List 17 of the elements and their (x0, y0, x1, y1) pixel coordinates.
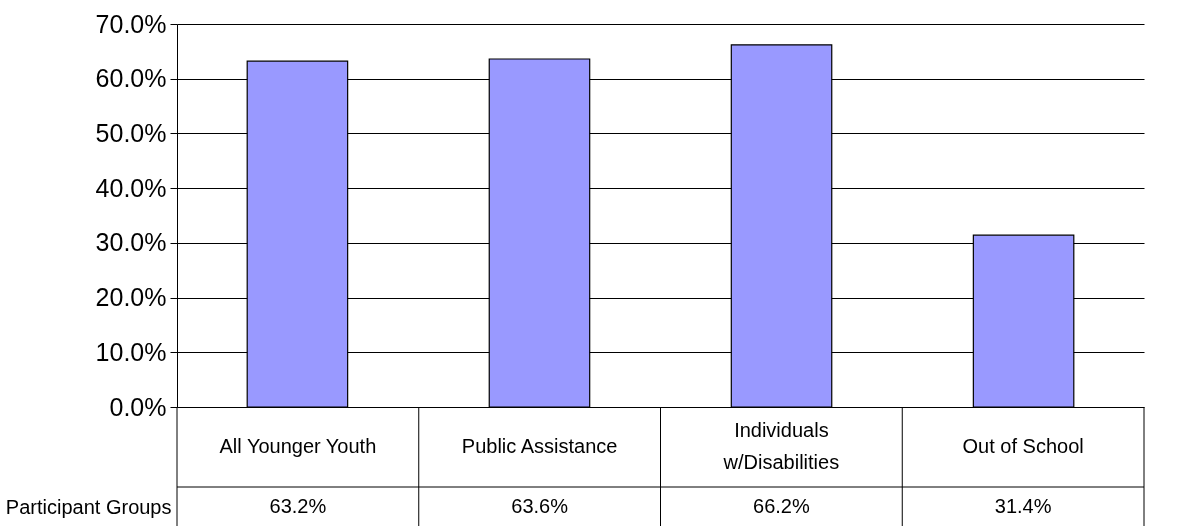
y-tick-label: 70.0% (95, 9, 167, 38)
y-tick-label: 60.0% (95, 64, 167, 93)
y-tick-label: 30.0% (95, 228, 167, 257)
y-tick-label: 20.0% (95, 283, 167, 312)
text: Participant Groups (5, 495, 172, 518)
x-tick-label: Public Assistance (461, 435, 618, 457)
x-tick-label: Out of School (962, 435, 1084, 457)
y-tick-label: 40.0% (95, 173, 167, 202)
data-label: 66.2% (753, 495, 810, 517)
y-tick-label: 50.0% (95, 118, 167, 147)
y-tick-label: 0.0% (109, 392, 167, 421)
x-tick-label: All Younger Youth (219, 435, 377, 457)
y-tick-label: 10.0% (95, 337, 167, 366)
data-label: 31.4% (994, 495, 1052, 517)
data-label: 63.6% (511, 495, 569, 517)
data-label: 63.2% (269, 495, 327, 517)
x-tick-label: Individuals w/Disabilities (722, 419, 840, 473)
